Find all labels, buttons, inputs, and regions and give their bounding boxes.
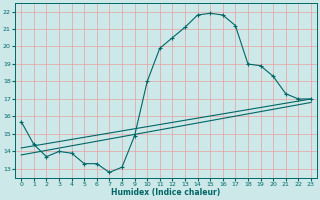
X-axis label: Humidex (Indice chaleur): Humidex (Indice chaleur) [111, 188, 221, 197]
